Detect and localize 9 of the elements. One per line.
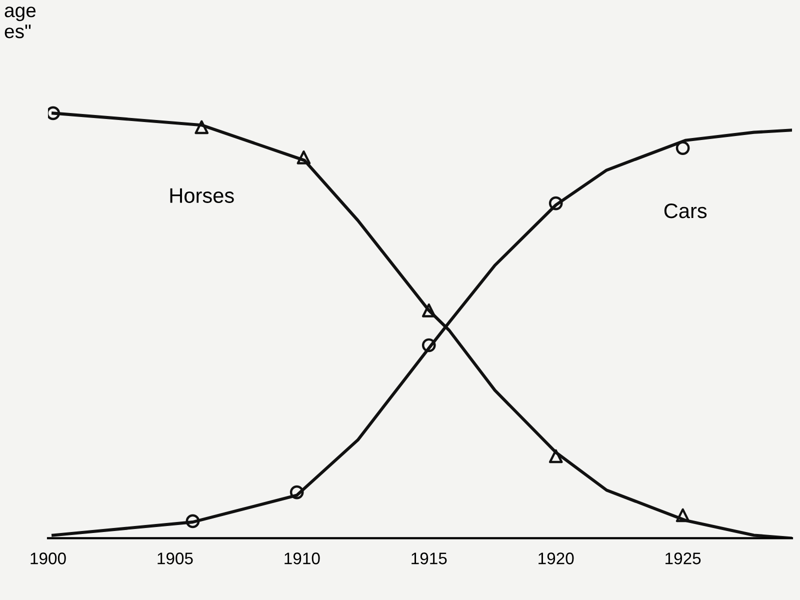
- text: age es": [4, 6, 36, 38]
- x-tick-label: 1905: [158, 552, 193, 564]
- x-tick-label: 1925: [666, 552, 701, 564]
- text: Cars: [664, 203, 707, 218]
- x-tick-label: 1910: [284, 552, 320, 564]
- x-tick-label: 1915: [412, 552, 447, 564]
- text: Horses: [170, 188, 234, 203]
- x-tick-label: 1920: [538, 552, 574, 564]
- x-tick-label: 1900: [30, 552, 66, 564]
